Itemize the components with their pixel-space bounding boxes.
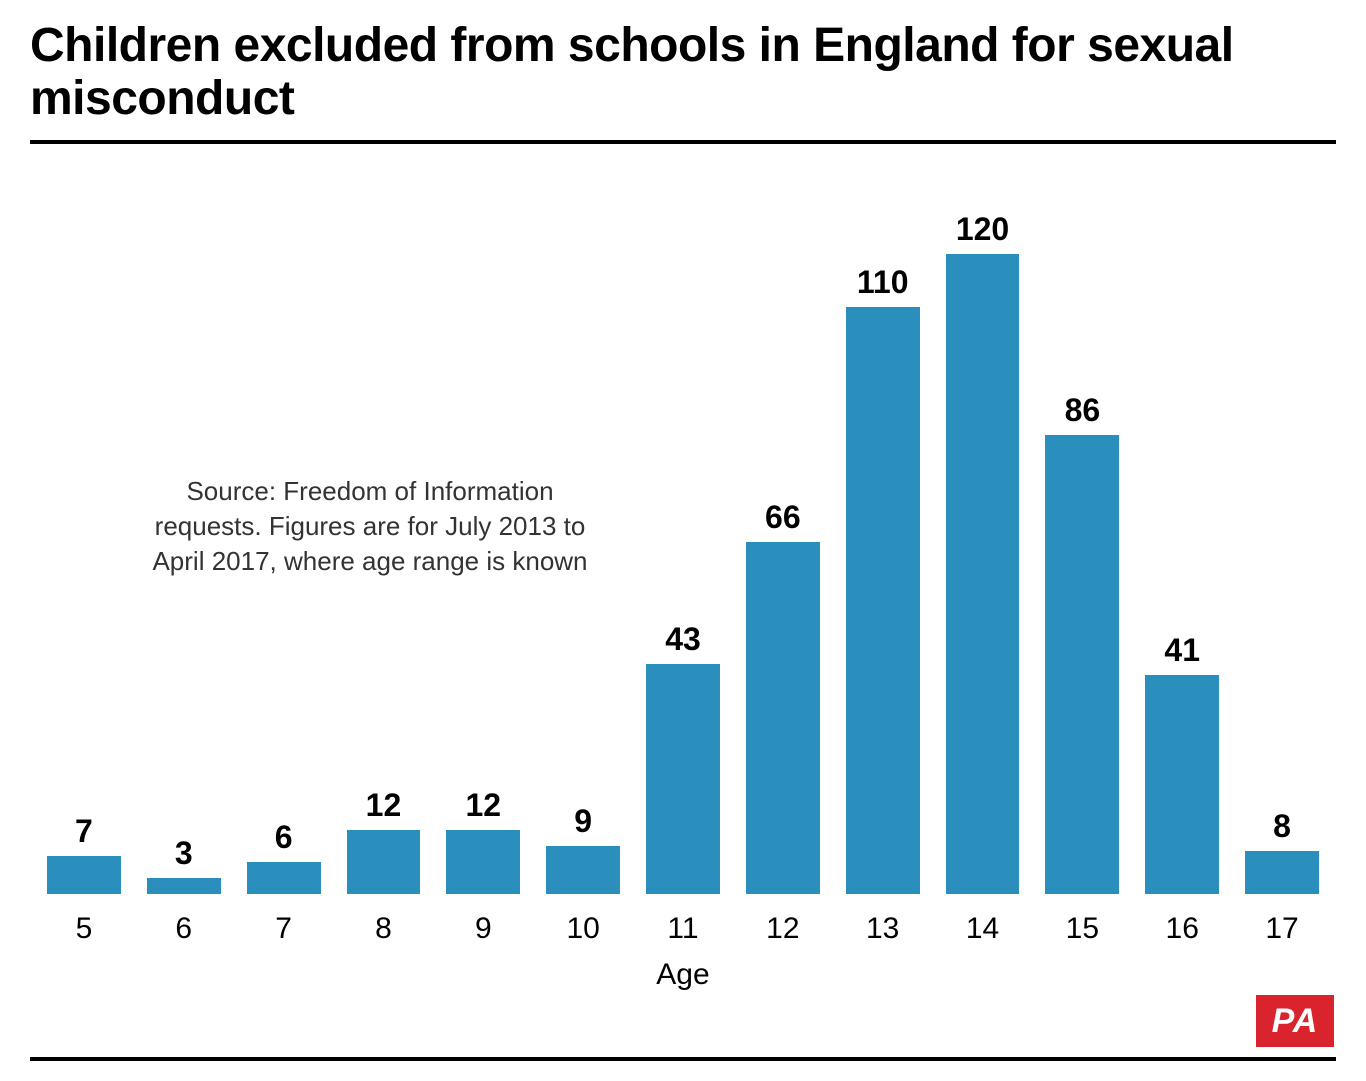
- x-tick-label: 9: [433, 912, 533, 946]
- bar-value-label: 120: [956, 211, 1009, 248]
- bar-value-label: 86: [1065, 392, 1101, 429]
- bottom-rule: [30, 1057, 1336, 1061]
- bar-value-label: 41: [1164, 632, 1200, 669]
- bar: [646, 664, 720, 893]
- x-tick-label: 17: [1232, 912, 1332, 946]
- bar-slot: 41: [1132, 632, 1232, 894]
- bar-slot: 6: [234, 819, 334, 894]
- bars-container: 7 3 6 12 12 9 43 66 110 120 86 41 8: [30, 204, 1336, 894]
- bar: [546, 846, 620, 894]
- bar-value-label: 8: [1273, 808, 1291, 845]
- x-axis-labels: 567891011121314151617: [30, 912, 1336, 946]
- bar: [147, 878, 221, 894]
- top-rule: [30, 140, 1336, 144]
- bar-slot: 66: [733, 499, 833, 894]
- bar-slot: 86: [1032, 392, 1132, 894]
- bar-slot: 7: [34, 813, 134, 893]
- bar: [1045, 435, 1119, 894]
- bar: [846, 307, 920, 894]
- x-tick-label: 8: [334, 912, 434, 946]
- bar-slot: 12: [334, 787, 434, 894]
- bar: [1245, 851, 1319, 894]
- x-tick-label: 16: [1132, 912, 1232, 946]
- x-tick-label: 15: [1032, 912, 1132, 946]
- x-tick-label: 7: [234, 912, 334, 946]
- bar: [247, 862, 321, 894]
- bar: [347, 830, 421, 894]
- bar-value-label: 6: [275, 819, 293, 856]
- x-tick-label: 14: [933, 912, 1033, 946]
- pa-badge: PA: [1256, 995, 1334, 1047]
- bar-slot: 3: [134, 835, 234, 894]
- bar-value-label: 110: [857, 264, 909, 301]
- x-axis-title: Age: [30, 958, 1336, 992]
- bar-value-label: 66: [765, 499, 801, 536]
- bar: [446, 830, 520, 894]
- bar-slot: 110: [833, 264, 933, 894]
- x-tick-label: 6: [134, 912, 234, 946]
- bar-chart: Source: Freedom of Information requests.…: [30, 164, 1336, 984]
- bar-value-label: 12: [366, 787, 402, 824]
- bar-slot: 12: [433, 787, 533, 894]
- x-tick-label: 5: [34, 912, 134, 946]
- bar-value-label: 3: [175, 835, 193, 872]
- x-tick-label: 13: [833, 912, 933, 946]
- bar-value-label: 7: [75, 813, 93, 850]
- x-tick-label: 11: [633, 912, 733, 946]
- bar-slot: 43: [633, 621, 733, 893]
- x-tick-label: 12: [733, 912, 833, 946]
- bar-value-label: 43: [665, 621, 701, 658]
- bar-value-label: 12: [466, 787, 502, 824]
- page: Children excluded from schools in Englan…: [0, 0, 1366, 1081]
- bar: [1145, 675, 1219, 894]
- bar-slot: 9: [533, 803, 633, 894]
- x-tick-label: 10: [533, 912, 633, 946]
- page-title: Children excluded from schools in Englan…: [30, 20, 1336, 134]
- bar-slot: 8: [1232, 808, 1332, 894]
- bar: [746, 542, 820, 894]
- bar: [946, 254, 1020, 894]
- bar-value-label: 9: [574, 803, 592, 840]
- bar: [47, 856, 121, 893]
- bar-slot: 120: [933, 211, 1033, 894]
- chart-area: Source: Freedom of Information requests.…: [30, 164, 1336, 984]
